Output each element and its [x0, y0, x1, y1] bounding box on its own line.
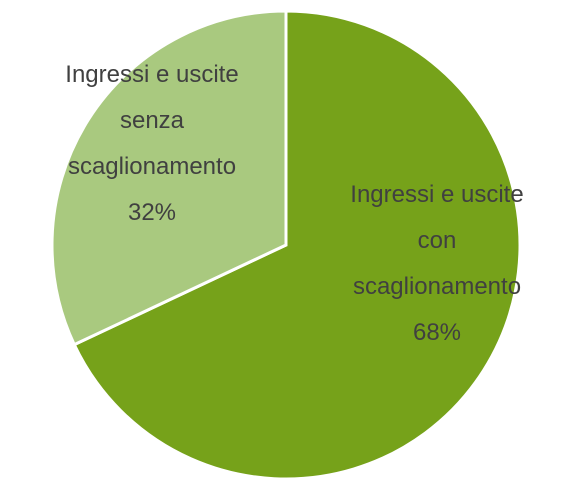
category-label: Ingressi e uscite senza scaglionamento	[65, 61, 239, 180]
pie-slice	[50, 9, 288, 347]
value-label: 68%	[412, 319, 462, 346]
slice-label: Ingressi e uscite con scaglionamento 68%	[332, 172, 542, 356]
value-label: 32%	[127, 199, 177, 226]
category-label: Ingressi e uscite con scaglionamento	[350, 181, 524, 300]
pie-slice	[72, 9, 522, 479]
slice-label: Ingressi e uscite senza scaglionamento 32…	[47, 52, 257, 236]
